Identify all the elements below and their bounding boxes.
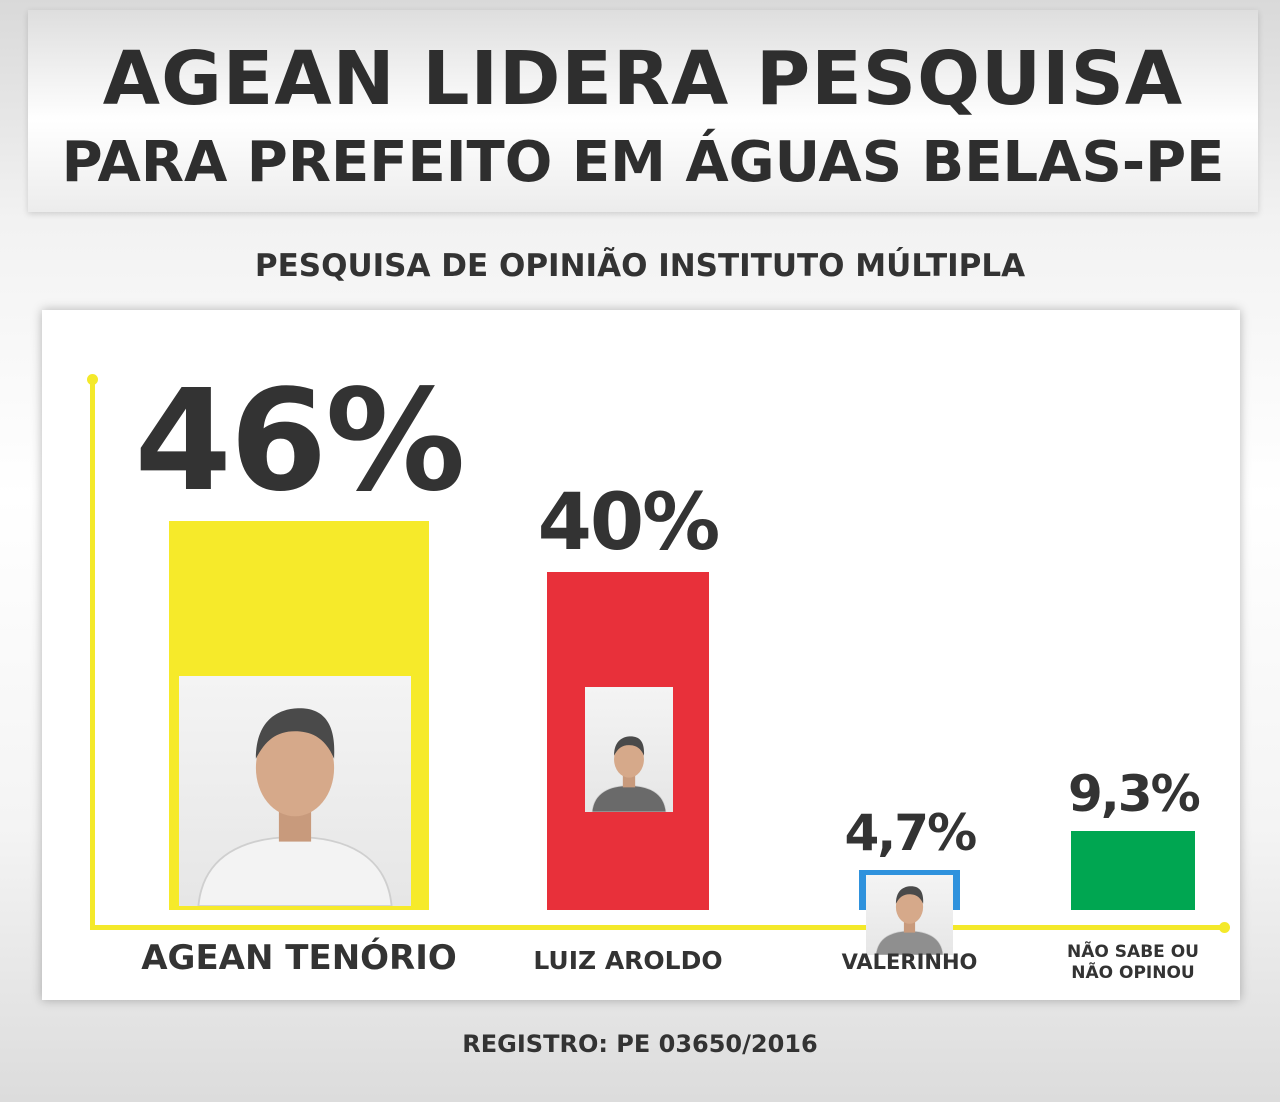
x-axis-line bbox=[90, 925, 1224, 930]
value-label-4: 9,3% bbox=[1068, 765, 1201, 823]
page-title-line2: PARA PREFEITO EM ÁGUAS BELAS-PE bbox=[61, 130, 1225, 195]
valerinho-photo-icon bbox=[866, 875, 953, 955]
category-label-2: LUIZ AROLDO bbox=[533, 946, 723, 975]
chart-panel: 46% AGEAN TENÓRIO 40% LUIZ AROLDO 4,7% VALERI… bbox=[42, 310, 1240, 1000]
registration-number: REGISTRO: PE 03650/2016 bbox=[462, 1030, 818, 1058]
x-axis-end-dot bbox=[1219, 922, 1230, 933]
category-label-3: VALERINHO bbox=[841, 950, 978, 974]
category-label-1: AGEAN TENÓRIO bbox=[141, 938, 457, 978]
bar-2 bbox=[547, 572, 709, 910]
bar-1 bbox=[169, 521, 429, 910]
agean-photo-icon bbox=[179, 676, 411, 906]
page-title: AGEAN LIDERA PESQUISA bbox=[102, 36, 1184, 122]
y-axis-end-dot bbox=[87, 374, 98, 385]
chart-subtitle: PESQUISA DE OPINIÃO INSTITUTO MÚLTIPLA bbox=[254, 248, 1026, 284]
value-label-1: 46% bbox=[134, 360, 465, 523]
category-label-4: NÃO SABE OU NÃO OPINOU bbox=[1067, 942, 1199, 983]
value-label-2: 40% bbox=[537, 478, 721, 568]
value-label-3: 4,7% bbox=[844, 804, 978, 862]
luiz-photo-icon bbox=[585, 687, 673, 812]
title-banner: AGEAN LIDERA PESQUISA PARA PREFEITO EM Á… bbox=[28, 10, 1258, 212]
y-axis-line bbox=[90, 380, 95, 930]
bar-4 bbox=[1071, 831, 1195, 910]
bar-3 bbox=[859, 870, 960, 955]
